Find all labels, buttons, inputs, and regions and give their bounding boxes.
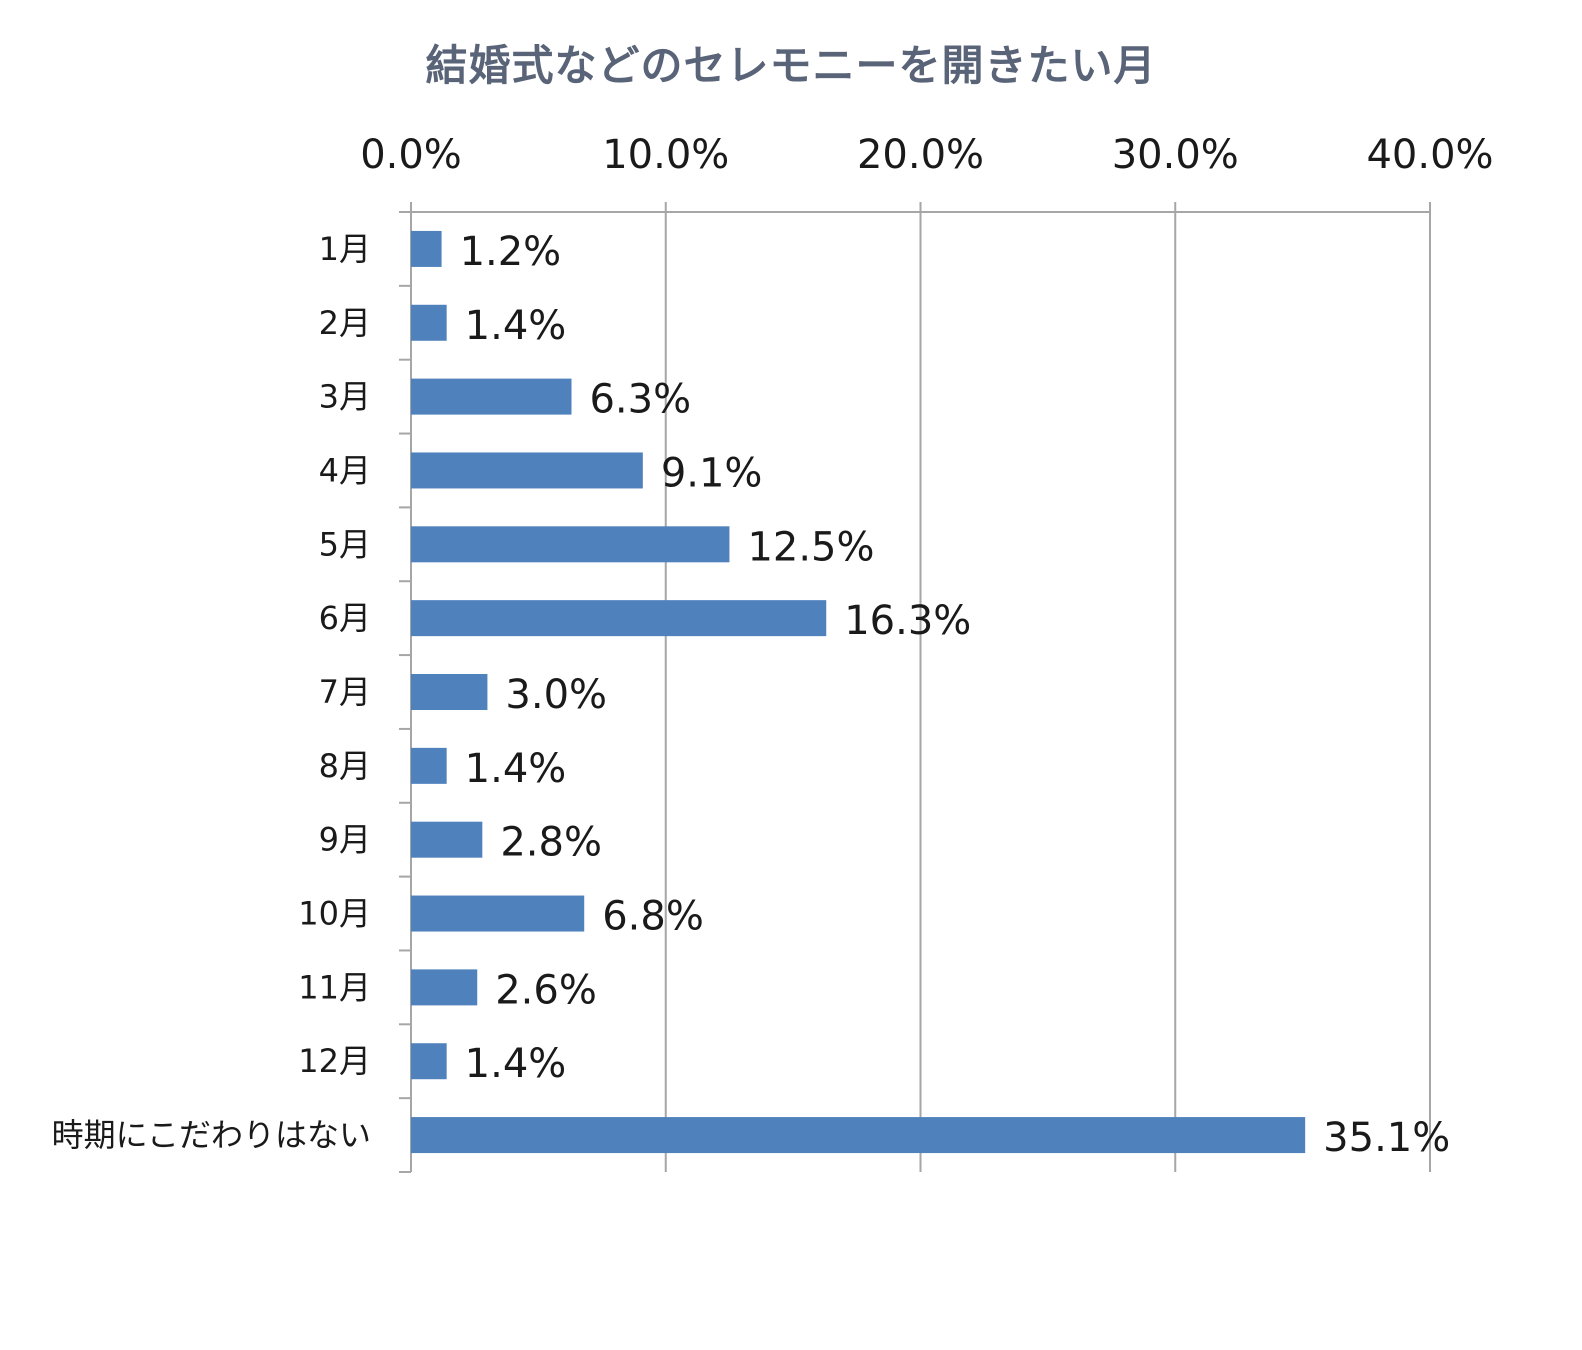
category-label: 12月 [298, 1042, 371, 1080]
data-label: 12.5% [747, 524, 874, 570]
category-label: 7月 [319, 673, 371, 711]
data-label: 6.3% [589, 377, 691, 423]
data-label: 3.0% [505, 672, 607, 718]
data-label: 1.2% [460, 229, 562, 275]
category-label: 1月 [319, 230, 371, 268]
category-label: 10月 [298, 895, 371, 933]
bar [411, 304, 447, 341]
category-label: 9月 [319, 821, 371, 859]
data-label: 2.6% [495, 967, 597, 1013]
x-tick-label: 10.0% [602, 132, 729, 178]
x-tick-label: 40.0% [1366, 132, 1493, 178]
bar [411, 747, 447, 784]
data-label: 16.3% [844, 598, 971, 644]
bar [411, 1117, 1306, 1154]
bar [411, 969, 478, 1006]
category-label: 11月 [298, 968, 371, 1006]
data-label: 2.8% [500, 820, 602, 866]
x-tick-label: 20.0% [857, 132, 984, 178]
data-label: 35.1% [1323, 1115, 1450, 1161]
gridlines [664, 212, 1431, 1172]
bar [411, 674, 488, 710]
category-label: 5月 [319, 525, 371, 563]
category-label: 2月 [319, 304, 371, 342]
x-tick-label: 0.0% [360, 132, 462, 178]
bar [411, 526, 730, 563]
bar [411, 895, 585, 932]
category-label: 6月 [319, 599, 371, 637]
bar [411, 230, 442, 267]
category-label: 4月 [319, 451, 371, 489]
bar [411, 1043, 447, 1080]
bars [411, 230, 1306, 1154]
data-label: 6.8% [602, 894, 704, 940]
x-tick-label: 30.0% [1112, 132, 1239, 178]
category-label: 時期にこだわりはない [52, 1116, 371, 1154]
bar [411, 600, 827, 637]
category-label: 3月 [319, 378, 371, 416]
bar [411, 821, 483, 858]
bar [411, 378, 572, 415]
data-label: 1.4% [465, 746, 567, 792]
chart-title: 結婚式などのセレモニーを開きたい月 [425, 41, 1157, 90]
labels: 0.0% 10.0% 20.0% 30.0% 40.0% 1月 1.2% 2月 1.4% 3月 6.… [52, 132, 1494, 1161]
bar [411, 452, 643, 489]
data-label: 1.4% [465, 303, 567, 349]
category-label: 8月 [319, 747, 371, 785]
data-label: 9.1% [661, 450, 763, 496]
data-label: 1.4% [465, 1041, 567, 1087]
